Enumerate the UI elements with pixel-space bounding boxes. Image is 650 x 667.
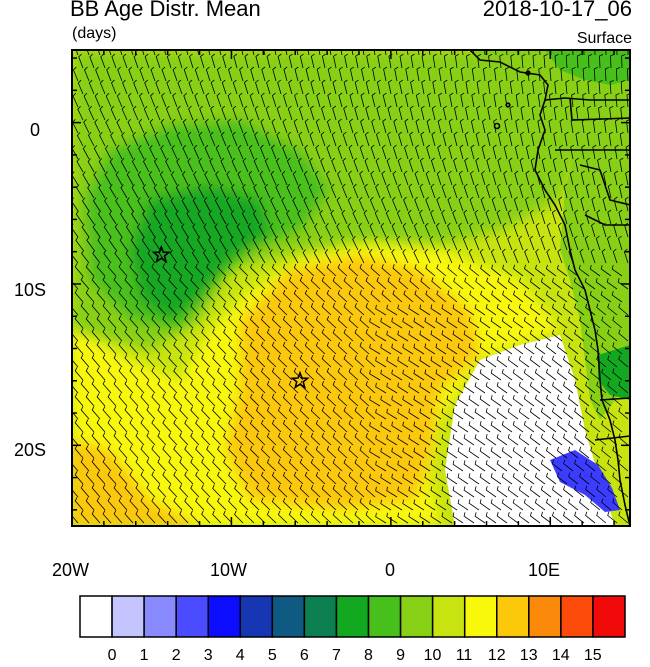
colorbar-label: 12 [487, 647, 506, 664]
colorbar-label: 14 [551, 647, 570, 664]
country-border-7 [594, 435, 630, 441]
x-tick-20w: 20W [52, 560, 90, 580]
coastline-path [469, 50, 630, 526]
field-13-region-main [225, 255, 480, 510]
colorbar-swatch [560, 595, 594, 638]
datetime-label: 2018-10-17_06 [482, 0, 632, 21]
axis-ticks [71, 50, 630, 526]
star-marker-2 [290, 370, 310, 390]
colorbar-swatch [367, 595, 402, 638]
age-field [72, 50, 630, 526]
field-13-region-sw [72, 440, 200, 526]
x-tick-10w: 10W [210, 560, 248, 580]
colorbar-label: 8 [364, 647, 373, 664]
colorbar-swatch [335, 595, 370, 638]
star-marker-1 [151, 244, 172, 264]
colorbar-label: 3 [203, 647, 213, 664]
units-label: (days) [72, 25, 117, 42]
map-title: BB Age Distr. Mean [70, 0, 261, 21]
colorbar-swatch [239, 595, 274, 638]
y-tick-10s: 10S [14, 280, 47, 300]
colorbar [79, 595, 626, 638]
colorbar-swatch [79, 595, 113, 638]
island-3 [525, 70, 531, 76]
country-border-4 [579, 164, 630, 206]
country-border-1 [544, 97, 630, 101]
colorbar-swatch [496, 595, 530, 638]
country-border-6 [599, 397, 630, 401]
y-tick-20s: 20S [14, 440, 47, 460]
colorbar-label: 1 [139, 647, 149, 664]
colorbar-label: 9 [396, 647, 405, 664]
colorbar-swatch [271, 595, 306, 638]
land-south-dark-region [598, 345, 630, 400]
land-green-region [470, 50, 630, 420]
colorbar-label: 15 [583, 647, 602, 664]
colorbar-label: 6 [299, 647, 309, 664]
x-tick-0: 0 [385, 560, 396, 580]
island-2 [505, 102, 511, 108]
colorbar-swatch [303, 595, 338, 638]
colorbar-swatch [143, 595, 177, 638]
colorbar-label: 5 [267, 647, 277, 664]
colorbar-swatch [463, 595, 498, 638]
colorbar-label: 7 [332, 647, 341, 664]
coastline [469, 50, 630, 526]
x-tick-10e: 10E [528, 560, 561, 580]
colorbar-label: 2 [171, 647, 181, 664]
country-border-5 [584, 214, 630, 226]
island-1 [493, 122, 501, 130]
colorbar-label: 0 [107, 647, 117, 664]
country-border-2 [569, 97, 630, 121]
colorbar-label: 11 [455, 647, 473, 664]
colorbar-label: 13 [519, 647, 538, 664]
y-tick-0: 0 [30, 120, 41, 140]
colorbar-swatch [175, 595, 209, 638]
plot-frame [71, 49, 631, 527]
colorbar-swatch [528, 595, 562, 638]
colorbar-swatch [399, 595, 434, 638]
colorbar-label: 10 [423, 647, 442, 664]
wind-barbs [72, 50, 630, 524]
colorbar-swatch [592, 595, 626, 638]
colorbar-swatch [111, 595, 145, 638]
colorbar-swatch [431, 595, 466, 638]
star-markers [151, 244, 310, 390]
colorbar-label: 4 [235, 647, 245, 664]
colorbar-swatch [207, 595, 242, 638]
field-8-region [130, 185, 270, 320]
level-label: Surface [576, 30, 632, 47]
